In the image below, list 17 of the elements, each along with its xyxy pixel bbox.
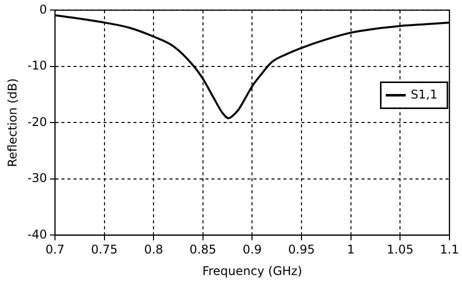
y-tick-label: -10 <box>27 58 47 73</box>
y-tick-label: -20 <box>27 114 47 129</box>
x-axis-title: Frequency (GHz) <box>202 264 302 278</box>
x-tick-label: 0.8 <box>144 242 164 257</box>
y-axis-title: Reflection (dB) <box>5 78 20 168</box>
x-tick-label: 0.95 <box>288 242 315 257</box>
x-tick-label: 1 <box>347 242 355 257</box>
y-tick-label: 0 <box>39 2 47 16</box>
x-tick-label: 0.85 <box>190 242 216 257</box>
x-tick-label: 1.1 <box>440 242 460 257</box>
y-tick-label: -30 <box>27 171 47 186</box>
legend-label: S1,1 <box>410 87 438 102</box>
x-tick-label: 0.7 <box>45 242 65 257</box>
x-tick-label: 0.9 <box>242 242 262 257</box>
x-tick-label: 0.75 <box>90 242 118 257</box>
x-tick-label: 1.05 <box>386 242 414 257</box>
y-tick-label: -40 <box>27 227 47 242</box>
